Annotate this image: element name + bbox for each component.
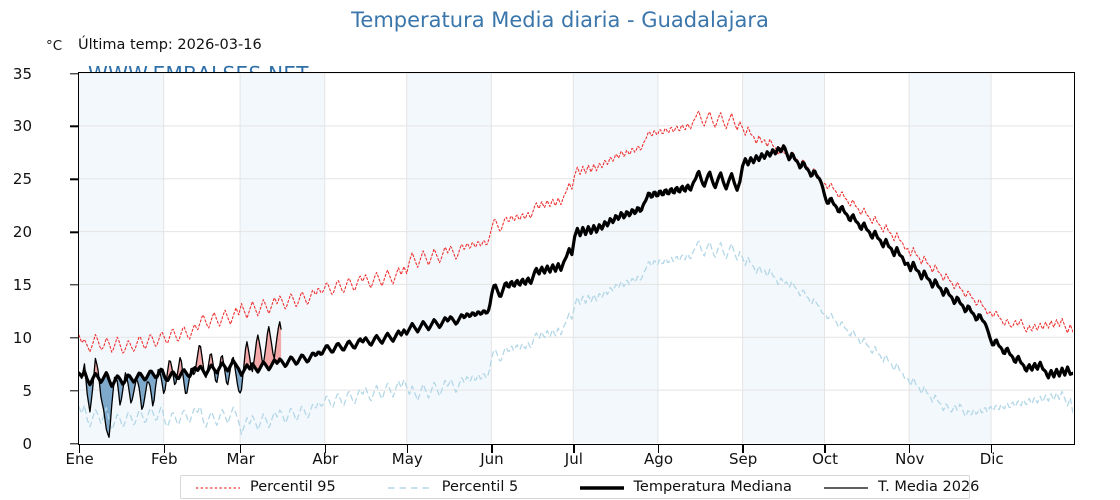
y-tick-label: 20	[12, 223, 32, 242]
x-tick-label: May	[391, 450, 423, 468]
y-tick-mark	[70, 178, 78, 181]
y-tick-label: 10	[12, 328, 32, 347]
y-tick-label: 25	[12, 170, 32, 189]
x-tick-mark	[909, 445, 911, 453]
legend-item[interactable]: Temperatura Mediana	[565, 476, 809, 498]
y-tick-mark	[70, 231, 78, 233]
legend-swatch-line-icon	[579, 480, 625, 494]
legend-label: Temperatura Mediana	[633, 479, 792, 495]
y-tick-label: 0	[22, 434, 32, 453]
x-tick-mark	[240, 445, 242, 453]
legend-item[interactable]: Percentil 5	[373, 476, 565, 498]
x-tick-mark	[824, 445, 826, 453]
x-tick-mark	[78, 445, 81, 453]
chart-legend: Percentil 95 Percentil 5 Temperatura Media…	[180, 475, 979, 499]
legend-item[interactable]: Percentil 95	[181, 476, 373, 498]
x-tick-label: Mar	[226, 450, 255, 468]
x-tick-mark	[742, 445, 744, 453]
x-tick-mark	[491, 445, 493, 453]
x-tick-label: Sep	[729, 450, 758, 468]
x-tick-label: Feb	[150, 450, 178, 468]
x-tick-mark	[573, 445, 575, 453]
legend-swatch-line-icon	[387, 480, 433, 494]
legend-label: Percentil 5	[441, 479, 519, 495]
legend-item[interactable]: T. Media 2026	[809, 476, 979, 498]
x-tick-label: Jun	[480, 450, 504, 468]
y-tick-label: 15	[12, 276, 32, 295]
x-tick-label: Nov	[895, 450, 925, 468]
x-tick-label: Abr	[312, 450, 339, 468]
y-tick-label: 5	[22, 381, 32, 400]
y-tick-mark	[70, 72, 78, 75]
x-tick-mark	[163, 445, 165, 453]
y-tick-mark	[70, 390, 78, 392]
legend-swatch-line-icon	[195, 480, 241, 494]
x-tick-mark	[657, 445, 660, 453]
x-tick-label: Jul	[564, 450, 583, 468]
y-tick-mark	[70, 337, 78, 339]
x-tick-label: Ago	[644, 450, 673, 468]
x-tick-mark	[990, 445, 993, 453]
x-tick-label: Oct	[812, 450, 839, 468]
plot-area	[78, 72, 1075, 445]
y-axis-unit-label: °C	[46, 38, 63, 54]
y-tick-label: 30	[12, 117, 32, 136]
y-tick-mark	[70, 284, 78, 286]
y-tick-mark	[70, 125, 78, 128]
page-title: Temperatura Media diaria - Guadalajara	[351, 8, 769, 32]
y-tick-label: 35	[12, 64, 32, 83]
x-tick-mark	[324, 445, 327, 453]
legend-label: T. Media 2026	[877, 479, 980, 495]
plot-inner	[79, 73, 1074, 444]
y-tick-mark	[70, 442, 78, 445]
chart-svg	[79, 73, 1074, 443]
legend-label: Percentil 95	[250, 479, 336, 495]
x-tick-label: Ene	[65, 450, 94, 468]
x-tick-mark	[406, 445, 408, 453]
x-tick-label: Dic	[979, 450, 1004, 468]
legend-swatch-line-icon	[823, 480, 869, 494]
last-temp-label: Última temp: 2026-03-16	[78, 37, 262, 53]
